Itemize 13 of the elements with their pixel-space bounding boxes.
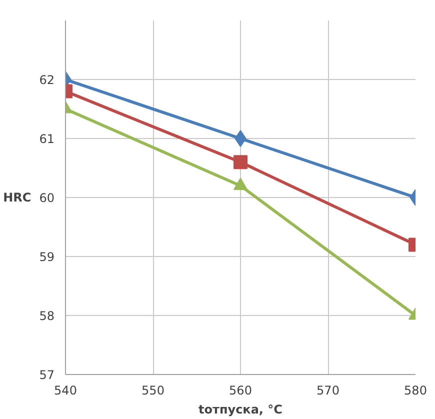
x-axis-title: tотпуска, °C bbox=[198, 402, 283, 416]
y-tick-label: 61 bbox=[39, 132, 55, 146]
y-tick-label: 59 bbox=[39, 250, 55, 264]
y-tick-label: 57 bbox=[39, 368, 55, 382]
x-tick-label: 560 bbox=[229, 384, 252, 398]
y-tick-label: 60 bbox=[39, 191, 55, 205]
y-axis-title: HRC bbox=[3, 190, 32, 204]
x-tick-label: 570 bbox=[316, 384, 340, 398]
x-tick-label: 540 bbox=[54, 384, 77, 398]
y-tick-label: 62 bbox=[39, 73, 55, 87]
x-tick-label: 550 bbox=[142, 384, 164, 398]
x-tick-label: 580 bbox=[404, 384, 427, 398]
y-tick-label: 58 bbox=[39, 309, 55, 323]
